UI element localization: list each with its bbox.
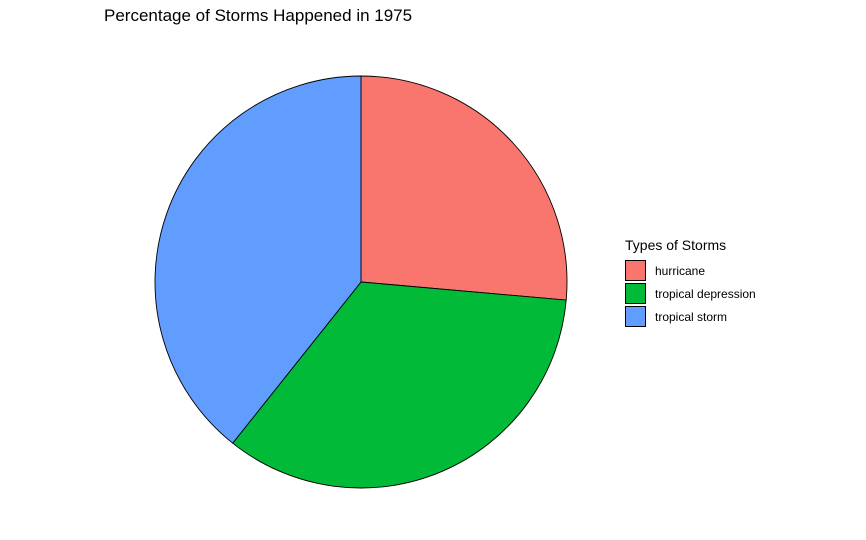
legend-title: Types of Storms (625, 237, 727, 253)
pie-slice-tropical-storm (154, 75, 362, 444)
legend-label-hurricane: hurricane (655, 263, 706, 278)
legend-key-tropical-storm (625, 306, 646, 327)
legend-item-tropical-storm: tropical storm (625, 305, 756, 328)
legend: Types of Storms hurricane tropical depre… (625, 237, 756, 328)
pie-slices (154, 75, 568, 489)
legend-item-hurricane: hurricane (625, 259, 756, 282)
legend-label-tropical-depression: tropical depression (655, 286, 756, 301)
pie-slice-tropical-depression (232, 281, 567, 489)
legend-key-tropical-depression (625, 283, 646, 304)
legend-item-tropical-depression: tropical depression (625, 282, 756, 305)
pie-slice-hurricane (360, 75, 568, 301)
legend-key-hurricane (625, 260, 646, 281)
legend-label-tropical-storm: tropical storm (655, 309, 728, 324)
chart-title: Percentage of Storms Happened in 1975 (104, 6, 413, 25)
